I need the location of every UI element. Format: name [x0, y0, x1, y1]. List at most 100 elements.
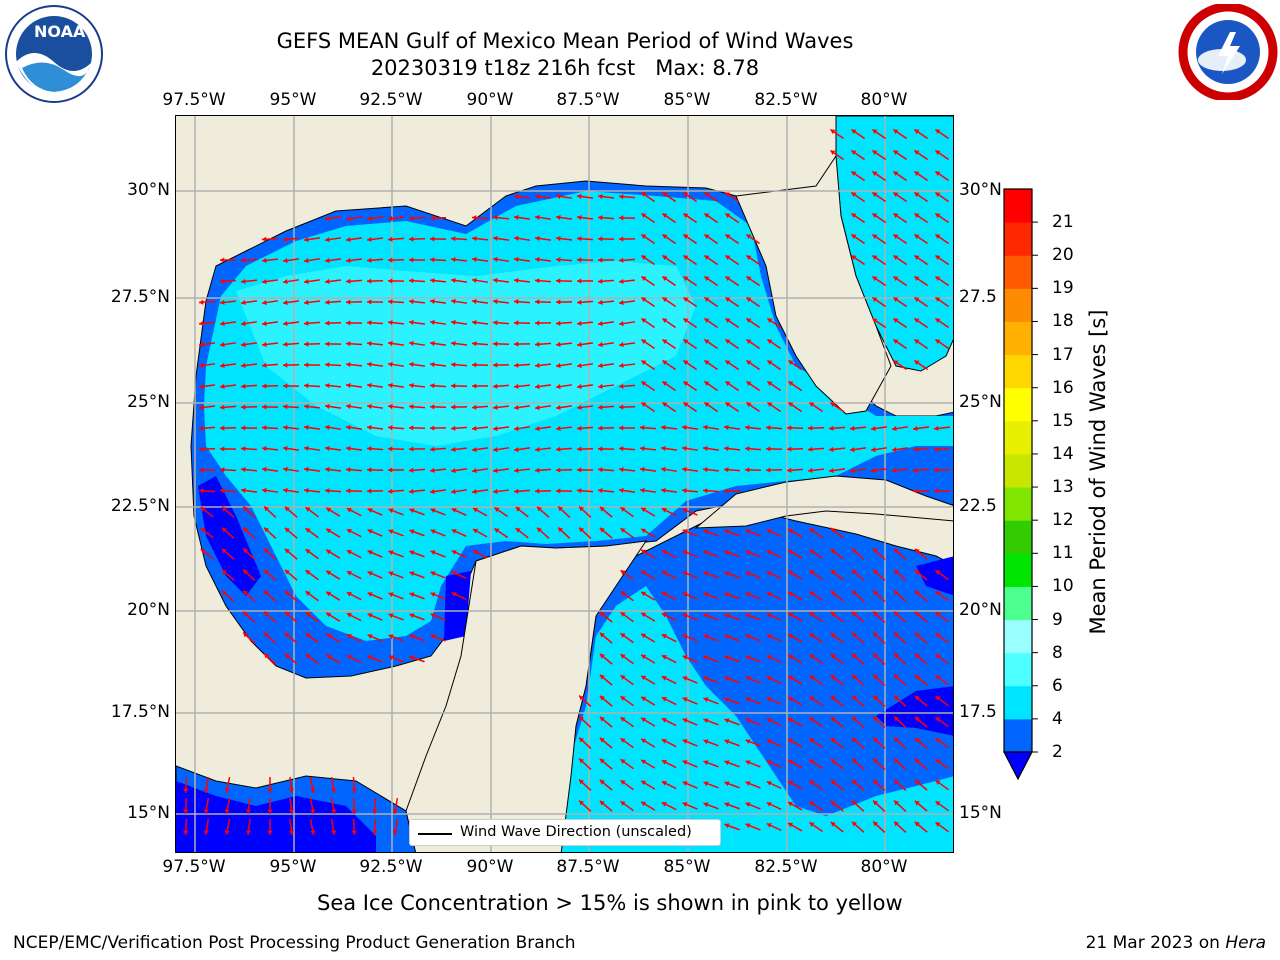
wind-wave-arrow-head — [894, 590, 899, 596]
wind-wave-arrow-head — [224, 788, 230, 793]
wind-wave-arrow-head — [472, 277, 477, 283]
wind-wave-arrow-head — [598, 299, 603, 305]
wind-wave-arrow-head — [472, 256, 477, 263]
wind-wave-arrow-head — [493, 447, 498, 453]
noaa-logo-text: NOAA — [34, 22, 86, 41]
wind-wave-arrow-head — [745, 718, 751, 724]
wind-wave-arrow-head — [703, 634, 709, 640]
wind-wave-arrow-head — [640, 446, 645, 452]
wind-wave-arrow-head — [620, 633, 626, 638]
wind-wave-arrow-head — [577, 425, 582, 431]
wind-wave-arrow-head — [577, 383, 582, 390]
colorbar-block — [1004, 652, 1032, 687]
wind-wave-arrow-head — [724, 488, 729, 494]
wind-wave-arrow-head — [264, 506, 269, 512]
wind-wave-arrow-head — [872, 213, 878, 219]
wind-wave-arrow-head — [850, 446, 855, 453]
wind-wave-arrow-head — [183, 830, 189, 835]
wind-wave-arrow-head — [430, 383, 435, 389]
wind-wave-arrow-head — [661, 613, 667, 618]
wind-wave-arrow-head — [724, 823, 730, 829]
wind-wave-arrow-head — [619, 299, 624, 306]
wind-wave-arrow-head — [873, 569, 879, 575]
wind-wave-arrow-head — [894, 779, 899, 785]
wind-wave-arrow-head — [283, 404, 288, 410]
wind-wave-arrow-head — [577, 278, 582, 284]
wind-wave-arrow-head — [661, 592, 667, 597]
wind-wave-arrow-head — [388, 571, 394, 577]
wind-wave-arrow-head — [683, 297, 689, 303]
wind-wave-arrow-head — [893, 276, 899, 282]
wind-wave-arrow-head — [346, 403, 351, 409]
wind-wave-arrow-head — [556, 299, 561, 305]
wind-wave-arrow-head — [641, 318, 647, 324]
wind-wave-arrow-head — [409, 299, 414, 305]
wind-wave-arrow-head — [264, 527, 269, 533]
wind-wave-arrow-head — [766, 760, 772, 765]
gulf-water-6-8s — [236, 261, 696, 446]
wind-wave-arrow-head — [662, 381, 668, 387]
wind-wave-arrow-head — [556, 214, 561, 221]
wind-wave-arrow-head — [367, 571, 373, 576]
wind-wave-arrow-head — [808, 467, 813, 473]
wind-wave-arrow-head — [556, 404, 561, 411]
wind-wave-arrow-head — [640, 487, 645, 493]
wind-wave-arrow-head — [264, 611, 269, 617]
wind-wave-arrow-head — [620, 738, 626, 743]
wind-wave-arrow-head — [409, 361, 414, 368]
wind-wave-arrow-head — [537, 527, 542, 533]
wind-wave-arrow-head — [682, 571, 688, 576]
x-tick-bottom-82-5w: 82.5°W — [754, 857, 818, 877]
wind-wave-arrow-head — [703, 424, 708, 430]
wind-wave-arrow-head — [241, 404, 246, 410]
wind-wave-arrow-head — [367, 592, 373, 597]
wind-wave-arrow-head — [852, 737, 857, 743]
wind-wave-arrow-head — [788, 654, 794, 660]
wind-wave-arrow-head — [409, 319, 414, 326]
wind-wave-arrow-head — [661, 571, 667, 576]
wind-wave-arrow-head — [662, 297, 668, 303]
wind-wave-arrow-head — [788, 675, 794, 681]
wind-wave-arrow-head — [872, 150, 878, 156]
wind-wave-arrow-head — [766, 802, 772, 807]
wind-wave-arrow-head — [556, 193, 561, 199]
wind-wave-arrow-head — [409, 446, 414, 452]
wind-wave-arrow-head — [703, 571, 709, 577]
colorbar-tick-label: 18 — [1052, 311, 1074, 332]
wind-wave-arrow-head — [809, 633, 815, 639]
colorbar-block — [1004, 586, 1032, 621]
wind-wave-arrow-head — [367, 278, 372, 284]
wind-wave-arrow-head — [724, 781, 730, 787]
wind-wave-arrow-head — [409, 550, 415, 556]
wind-wave-arrow-head — [409, 278, 414, 284]
wind-wave-arrow-head — [661, 425, 666, 431]
wind-wave-arrow-head — [245, 830, 252, 835]
wind-wave-arrow-head — [430, 529, 436, 535]
wind-wave-arrow-head — [935, 738, 941, 743]
colorbar-label: Mean Period of Wind Waves [s] — [1086, 309, 1110, 635]
wind-wave-arrow-head — [809, 780, 815, 786]
wind-wave-arrow-head — [451, 298, 456, 304]
wind-wave-arrow-head — [619, 215, 624, 221]
wind-wave-arrow-head — [935, 192, 941, 198]
x-tick-bottom-97-5w: 97.5°W — [162, 857, 226, 877]
wind-wave-arrow-head — [451, 446, 456, 452]
wind-wave-arrow-head — [451, 383, 456, 389]
x-tick-top-85w: 85°W — [663, 90, 711, 110]
wind-wave-arrow-head — [535, 320, 540, 326]
wind-wave-arrow-head — [662, 192, 668, 198]
wind-wave-arrow-head — [620, 591, 626, 596]
wind-wave-arrow-head — [914, 611, 920, 617]
wind-wave-arrow-head — [267, 788, 273, 793]
wind-wave-arrow-head — [310, 830, 316, 835]
wind-wave-arrow-head — [472, 468, 477, 474]
wind-wave-arrow-head — [641, 591, 647, 597]
wind-wave-arrow-head — [346, 655, 352, 660]
wind-wave-arrow-head — [430, 298, 435, 305]
wind-wave-arrow-head — [305, 633, 311, 638]
wind-wave-arrow-head — [283, 257, 288, 264]
wind-wave-arrow-head — [703, 739, 709, 745]
wind-wave-arrow-head — [367, 382, 372, 388]
wind-wave-arrow-head — [514, 194, 519, 200]
wind-wave-arrow-head — [262, 341, 267, 348]
